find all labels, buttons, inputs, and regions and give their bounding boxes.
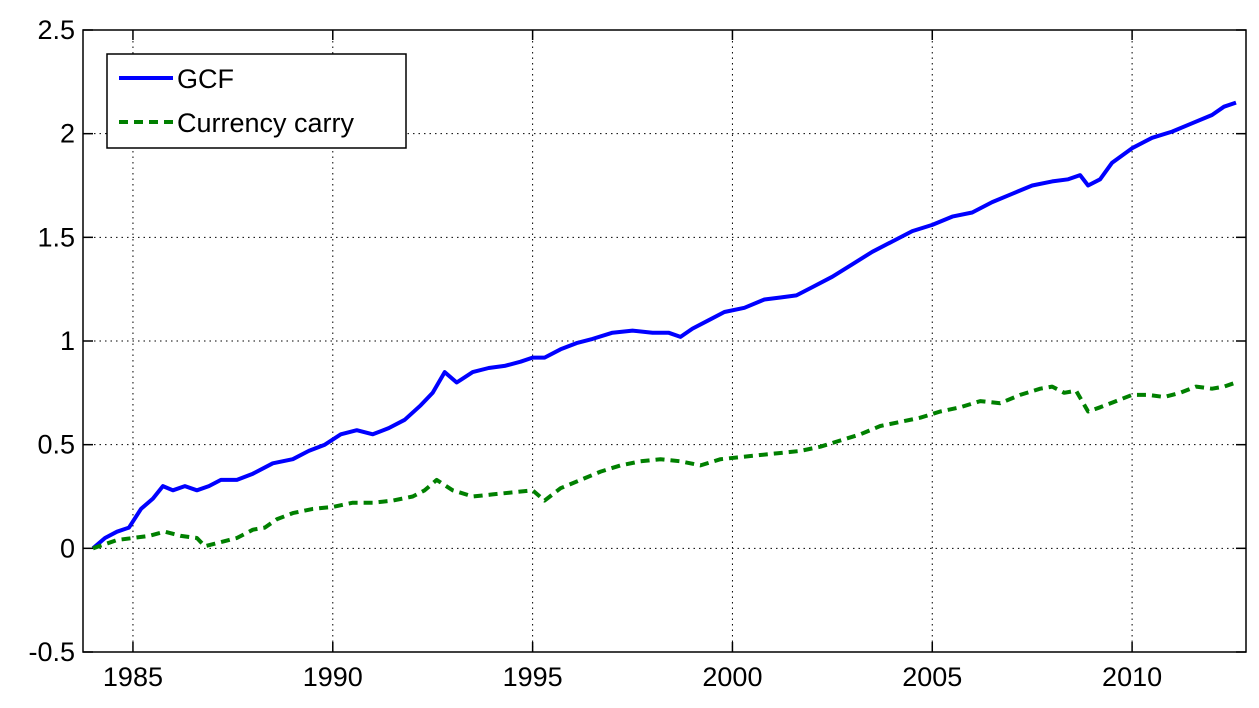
legend-box — [106, 53, 407, 149]
x-tick-label: 2010 — [1102, 662, 1162, 692]
y-tick-label: 1 — [60, 326, 75, 356]
y-tick-label: 0 — [60, 533, 75, 563]
legend-label: Currency carry — [177, 108, 355, 138]
x-tick-label: 1995 — [503, 662, 563, 692]
legend: GCF Currency carry — [106, 53, 407, 149]
ticks: 1985 1990 1995 2000 2005 2010 -0.5 0 0.5 1 1.5 2 2.5 — [28, 15, 1246, 692]
legend-label: GCF — [177, 64, 234, 94]
series-line-currency-carry — [92, 380, 1237, 551]
series-line-gcf — [91, 100, 1237, 550]
y-tick-label: 2 — [60, 119, 75, 149]
x-tick-label: 1990 — [303, 662, 363, 692]
y-tick-label: 2.5 — [37, 15, 75, 45]
x-tick-label: 1985 — [103, 662, 163, 692]
x-tick-label: 2005 — [902, 662, 962, 692]
y-tick-label: 1.5 — [37, 222, 75, 252]
y-tick-label: 0.5 — [37, 430, 75, 460]
series-layer — [91, 100, 1237, 551]
y-tick-label: -0.5 — [28, 637, 75, 667]
x-tick-label: 2000 — [702, 662, 762, 692]
